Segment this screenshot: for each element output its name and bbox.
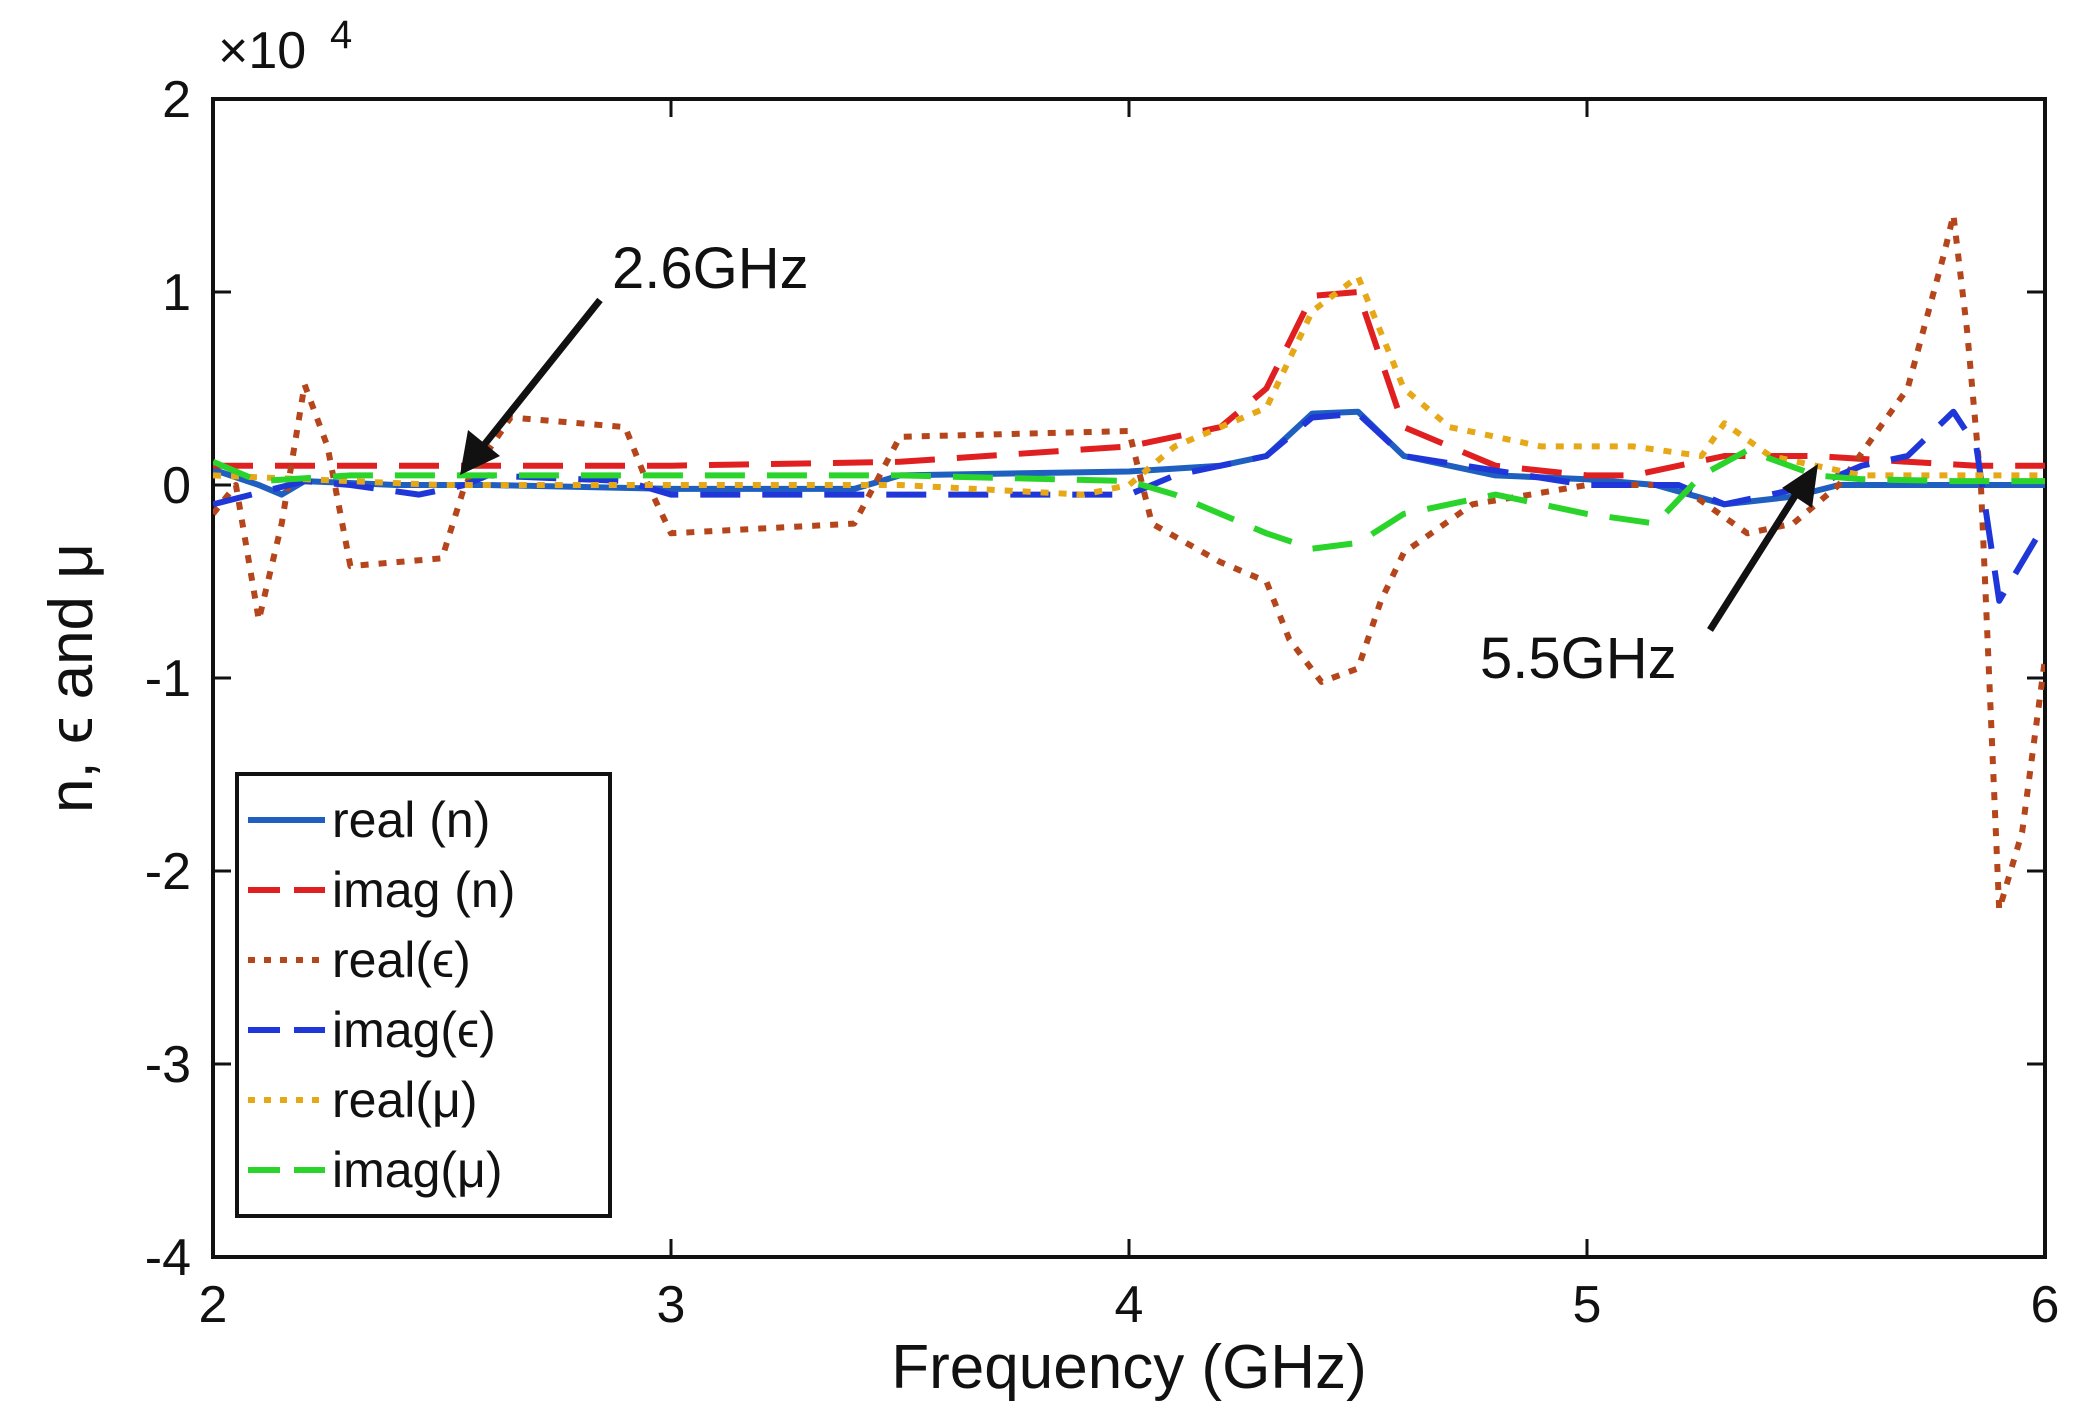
series-line-imag-n xyxy=(213,289,2045,479)
y-tick-label: 1 xyxy=(162,264,191,322)
annotation-label-2-6ghz: 2.6GHz xyxy=(612,236,809,301)
x-tick-label: 5 xyxy=(1573,1276,1602,1334)
legend-label: imag(μ) xyxy=(332,1142,502,1198)
legend-label: imag (n) xyxy=(332,862,515,918)
tick-labels: 2 3 4 5 6 -4 -3 -2 -1 0 1 2 xyxy=(145,71,2060,1334)
x-tick-label: 3 xyxy=(657,1276,686,1334)
x-axis-title: Frequency (GHz) xyxy=(891,1333,1366,1402)
y-tick-label: -3 xyxy=(145,1036,191,1094)
x-tick-label: 2 xyxy=(199,1276,228,1334)
legend-label: imag(ϵ) xyxy=(332,1002,496,1058)
annotation-arrowhead-2-6ghz xyxy=(460,430,500,475)
y-exponent-label: ×10 xyxy=(218,22,306,80)
series-line-real xyxy=(213,273,2045,498)
legend: real (n) imag (n) real(ϵ) imag(ϵ) real(μ) ima… xyxy=(235,772,612,1218)
y-tick-label: -2 xyxy=(145,843,191,901)
y-tick-label: -1 xyxy=(145,650,191,708)
y-tick-label: 0 xyxy=(162,457,191,515)
series-line-imag xyxy=(213,447,2045,552)
annotation-arrowhead-5-5ghz xyxy=(1782,464,1818,508)
legend-label: real (n) xyxy=(332,792,490,848)
y-exponent-power: 4 xyxy=(330,13,352,57)
annotation-arrow-2-6ghz xyxy=(473,297,603,458)
series-line-real xyxy=(213,211,2045,913)
legend-label: real(μ) xyxy=(332,1072,477,1128)
y-axis-title: n, ϵ and μ xyxy=(37,543,106,813)
y-tick-label: -4 xyxy=(145,1229,191,1287)
annotations: 2.6GHz 5.5GHz xyxy=(460,236,1818,691)
series-lines xyxy=(213,211,2045,913)
axis-ticks xyxy=(211,97,2047,1259)
x-tick-label: 4 xyxy=(1115,1276,1144,1334)
x-tick-label: 6 xyxy=(2031,1276,2060,1334)
annotation-arrow-5-5ghz xyxy=(1707,486,1803,632)
y-tick-label: 2 xyxy=(162,71,191,129)
legend-box xyxy=(235,772,612,1218)
legend-label: real(ϵ) xyxy=(332,932,471,988)
annotation-label-5-5ghz: 5.5GHz xyxy=(1480,626,1677,691)
